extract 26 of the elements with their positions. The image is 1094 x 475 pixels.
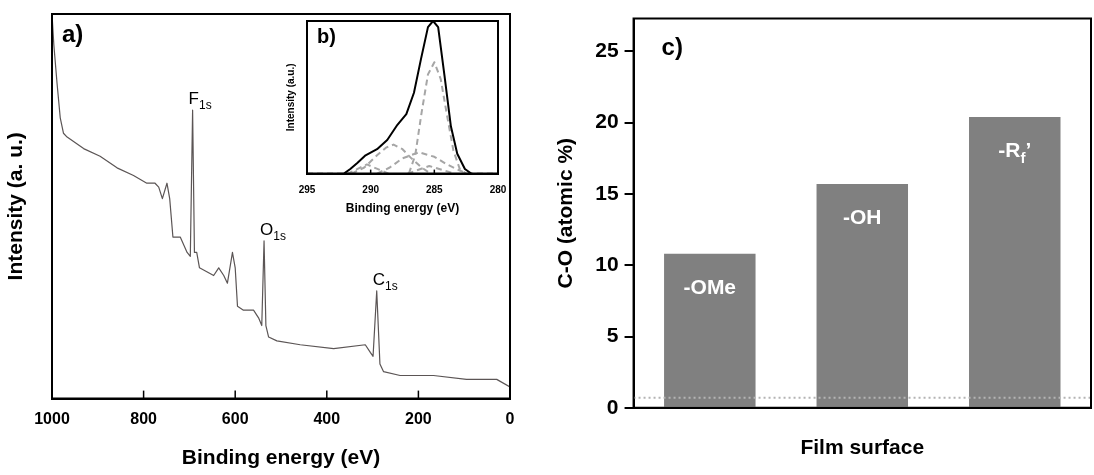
- x-tick-label: 400: [313, 409, 341, 427]
- x-tick-label: 1000: [34, 409, 70, 427]
- annotation: b): [317, 25, 336, 47]
- x-tick-label: -OMe: [683, 274, 737, 298]
- x-tick-label: -OH: [843, 204, 882, 228]
- x-tick-label: 800: [130, 409, 158, 427]
- y-tick-label: 5: [606, 323, 619, 347]
- y-tick-label: 10: [595, 252, 619, 276]
- annotation: c): [661, 32, 683, 60]
- y-axis-title: Intensity (a.u.): [285, 63, 296, 132]
- x-tick-label: 280: [489, 184, 507, 196]
- x-axis-title: Binding energy (eV): [181, 445, 381, 469]
- y-tick-label: 25: [595, 38, 619, 62]
- y-tick-label: 15: [595, 180, 619, 204]
- x-tick-label: 0: [505, 409, 515, 427]
- y-tick-label: 20: [595, 109, 619, 133]
- y-axis-title: Intensity (a. u.): [3, 132, 26, 281]
- x-axis-title: Film surface: [800, 435, 925, 459]
- annotation: a): [62, 20, 84, 47]
- x-tick-label: 200: [405, 409, 432, 427]
- x-tick-label: 600: [221, 409, 249, 427]
- x-axis-title: Binding energy (eV): [345, 201, 460, 216]
- x-tick-label: 285: [425, 184, 444, 196]
- x-tick-label: 290: [362, 184, 380, 196]
- y-axis-title: C-O (atomic %): [553, 137, 577, 289]
- x-tick-label: 295: [298, 184, 316, 196]
